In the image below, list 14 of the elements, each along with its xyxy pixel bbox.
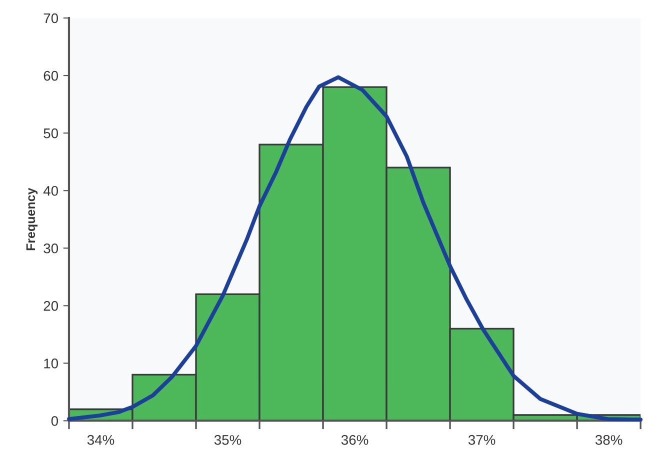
y-tick-label: 0 <box>51 416 58 426</box>
y-tick-label: 30 <box>44 243 58 254</box>
x-tick-label: 36% <box>341 435 368 445</box>
x-tick-label: 37% <box>468 435 496 445</box>
y-tick-label: 60 <box>44 70 58 81</box>
y-tick-label: 10 <box>44 358 58 368</box>
y-tick-label: 70 <box>44 13 58 24</box>
x-tick-label: 34% <box>87 435 114 445</box>
y-tick-label: 50 <box>44 128 58 138</box>
y-tick-label: 40 <box>43 186 58 196</box>
x-tick-label: 35% <box>214 435 242 445</box>
x-tick-label: 38% <box>595 435 622 445</box>
y-tick-label: 20 <box>44 301 58 311</box>
y-axis-title: Frequency <box>26 188 38 250</box>
